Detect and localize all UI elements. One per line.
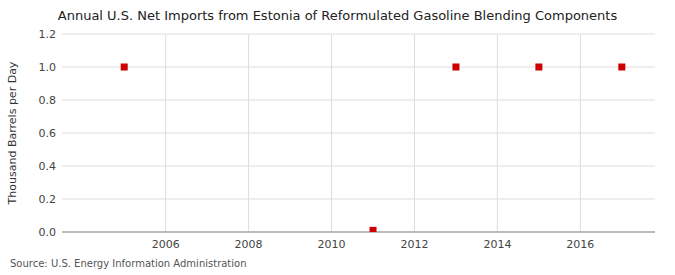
x-grid-line	[165, 34, 166, 232]
y-tick-label: 1.0	[39, 61, 57, 74]
x-tick-label: 2008	[235, 238, 263, 251]
y-tick-label: 0.4	[39, 160, 57, 173]
y-tick-label: 0.6	[39, 127, 57, 140]
points	[121, 64, 626, 233]
source: Source: U.S. Energy Information Administ…	[10, 258, 247, 269]
y-grid-line	[62, 67, 655, 68]
x-tick-label: 2014	[483, 238, 511, 251]
x-tick-label: 2010	[318, 238, 346, 251]
y-grid-line	[62, 100, 655, 101]
y-tick-label: 0.2	[39, 193, 57, 206]
y-grid-line	[62, 232, 655, 233]
y-axis-label: Thousand Barrels per Day	[6, 61, 19, 205]
y-tick-label: 0.8	[39, 94, 57, 107]
grid	[62, 34, 655, 232]
point	[535, 64, 542, 71]
point	[370, 227, 377, 232]
y-tick-label: 0.0	[39, 226, 57, 239]
y-tick-label: 1.2	[39, 28, 57, 41]
y-grid-line	[62, 166, 655, 167]
point	[452, 64, 459, 71]
point	[618, 64, 625, 71]
y-grid-line	[62, 199, 655, 200]
title: Annual U.S. Net Imports from Estonia of …	[58, 8, 618, 23]
x-axis-line	[62, 232, 655, 233]
x-grid-line	[248, 34, 249, 232]
x-grid-line	[414, 34, 415, 232]
y-grid-line	[62, 133, 655, 134]
point	[121, 64, 128, 71]
x-grid-line	[580, 34, 581, 232]
x-tick-label: 2006	[152, 238, 180, 251]
y-grid-line	[62, 34, 655, 35]
x-grid-line	[497, 34, 498, 232]
x-grid-line	[331, 34, 332, 232]
x-tick-label: 2012	[400, 238, 428, 251]
x-tick-label: 2016	[566, 238, 594, 251]
